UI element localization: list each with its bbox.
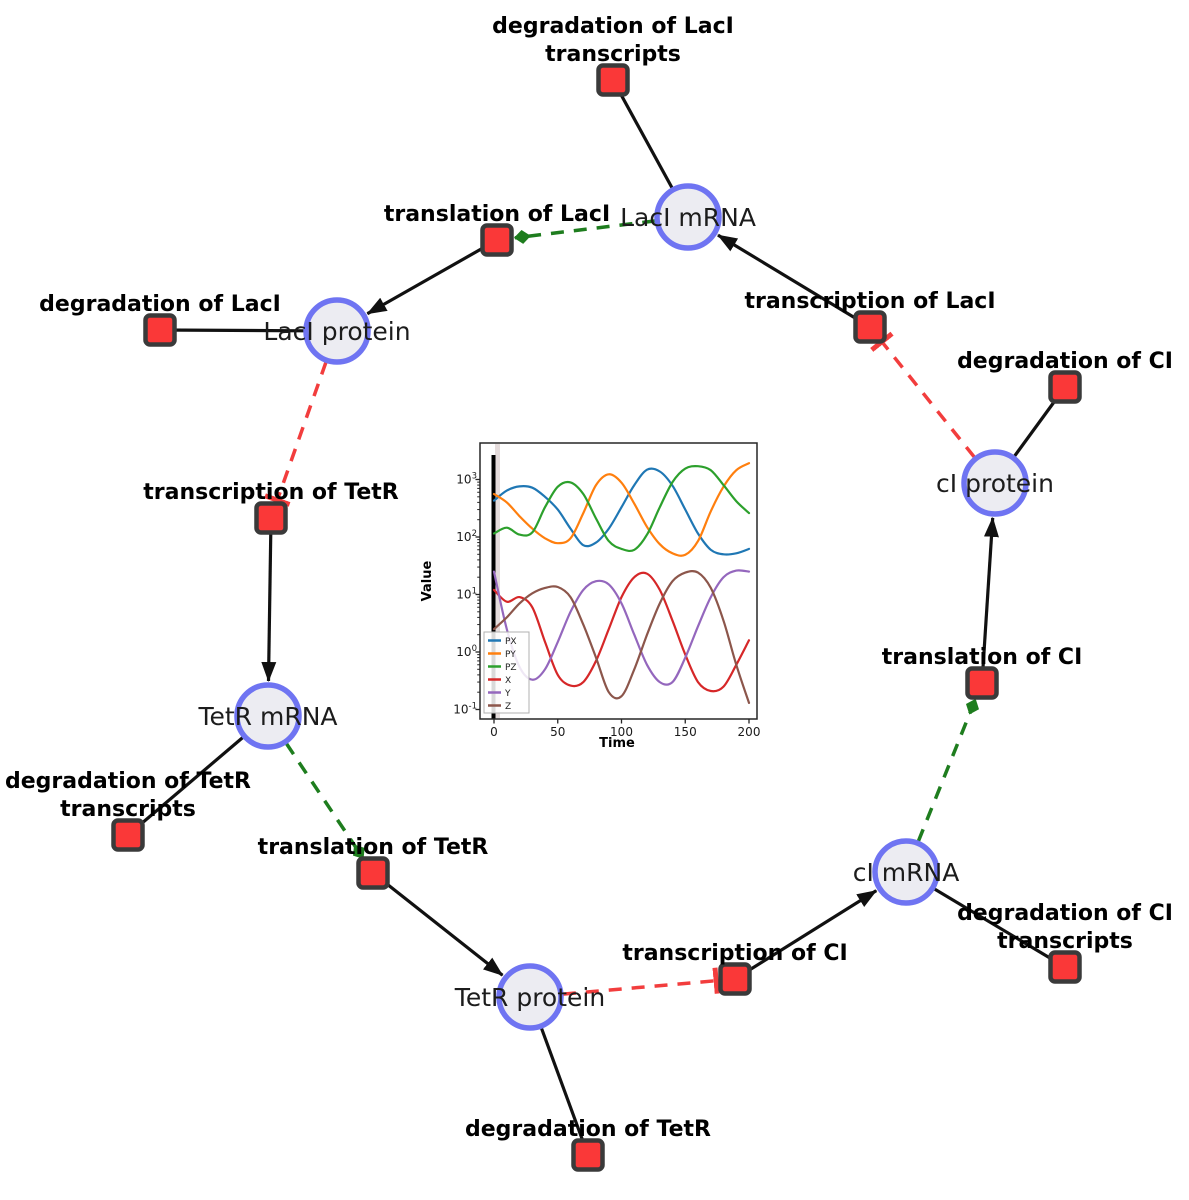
- edge-inhibition-laci_prot-to-tx_tetr: [264, 361, 328, 507]
- species-node-laci_prot: [303, 297, 371, 365]
- y-tick-exp-2: 1: [472, 587, 477, 597]
- edge-product-tl_tetr-to-tetr_prot: [372, 871, 504, 977]
- legend-label-PZ: PZ: [505, 663, 517, 673]
- nodes-layer: [111, 63, 1082, 1172]
- reaction-label-tl_laci-line0: translation of LacI: [384, 202, 610, 227]
- y-tick-label-4: 103: [456, 472, 477, 487]
- reaction-label-deg_ci_tx-line0: degradation of CI: [957, 901, 1173, 926]
- x-tick-label-3: 150: [674, 725, 697, 739]
- reaction-label-deg_ci-line0: degradation of CI: [957, 349, 1173, 374]
- species-label-ci_mrna: cI mRNA: [853, 858, 960, 887]
- y-tick-exp-0: -1: [469, 702, 477, 712]
- x-tick-label-0: 0: [490, 725, 498, 739]
- reaction-label-deg_laci-line0: degradation of LacI: [39, 292, 281, 317]
- plot-frame: [479, 442, 758, 720]
- reaction-node-deg_ci: [1048, 370, 1082, 404]
- species-label-tetr_mrna: TetR mRNA: [197, 702, 337, 731]
- species-node-tetr_prot: [496, 963, 564, 1031]
- y-tick-exp-1: 0: [472, 644, 477, 654]
- species-node-laci_mrna: [654, 183, 722, 251]
- edge-reactant-laci_mrna-to-deg_laci_tx: [611, 79, 674, 189]
- labels-layer: LacI mRNA LacI protein TetR mRNA TetR prote…: [5, 14, 1173, 1142]
- legend-box: [483, 631, 530, 714]
- series-line-PZ: [492, 465, 751, 553]
- y-tick-base-1: 10: [456, 645, 471, 659]
- y-tick-label-1: 100: [456, 644, 477, 659]
- species-label-laci_mrna: LacI mRNA: [620, 203, 756, 232]
- edge-modifier-ci_mrna-to-tl_ci: [916, 698, 979, 843]
- edge-product-tl_laci-to-laci_prot: [366, 238, 498, 316]
- reaction-node-tx_laci: [853, 310, 887, 344]
- reaction-label-deg_laci_tx-line0: degradation of LacI: [492, 14, 734, 39]
- edge-product-tl_ci-to-ci_prot: [980, 516, 999, 684]
- species-label-ci_prot: cI protein: [936, 469, 1054, 498]
- species-node-ci_mrna: [872, 838, 940, 906]
- reaction-node-tl_ci: [965, 666, 999, 700]
- x-tick-label-1: 50: [550, 725, 565, 739]
- species-node-tetr_mrna: [234, 682, 302, 750]
- legend-label-PY: PY: [505, 650, 516, 660]
- reaction-label-deg_laci_tx-line1: transcripts: [545, 42, 681, 67]
- y-tick-exp-3: 2: [472, 529, 477, 539]
- reaction-node-tx_ci: [718, 962, 752, 996]
- legend-label-Z: Z: [505, 702, 511, 712]
- x-tick-label-2: 100: [610, 725, 633, 739]
- reaction-node-deg_laci: [143, 313, 177, 347]
- edge-reactant-tetr_mrna-to-deg_tetr_tx: [126, 736, 244, 837]
- reaction-node-deg_ci_tx: [1048, 950, 1082, 984]
- edge-inhibition-ci_prot-to-tx_laci: [870, 331, 976, 459]
- x-axis-label: Time: [599, 736, 635, 751]
- edge-reactant-laci_prot-to-deg_laci: [159, 328, 305, 333]
- reaction-node-tl_tetr: [356, 856, 390, 890]
- y-tick-label-3: 102: [456, 529, 477, 544]
- series-line-PX: [492, 467, 751, 556]
- x-tick-label-4: 200: [738, 725, 761, 739]
- edge-modifier-laci_mrna-to-tl_laci: [513, 219, 656, 244]
- y-tick-base-3: 10: [456, 530, 471, 544]
- species-label-tetr_prot: TetR protein: [454, 983, 605, 1012]
- edge-reactant-tetr_prot-to-deg_tetr: [539, 1027, 590, 1156]
- initial-transient-band: [495, 444, 500, 718]
- y-tick-label-2: 101: [456, 587, 477, 602]
- legend-label-PX: PX: [505, 637, 517, 647]
- y-tick-base-4: 10: [456, 473, 471, 487]
- series-line-PY: [492, 462, 751, 557]
- reaction-label-tx_laci-line0: transcription of LacI: [744, 289, 995, 314]
- y-tick-label-0: 10-1: [453, 702, 477, 717]
- edge-reactant-ci_mrna-to-deg_ci_tx: [933, 887, 1066, 969]
- reaction-label-tx_tetr-line0: transcription of TetR: [143, 480, 399, 505]
- reaction-node-tx_tetr: [254, 501, 288, 535]
- series-line-Z: [492, 570, 751, 704]
- species-label-laci_prot: LacI protein: [263, 317, 410, 346]
- reaction-node-deg_laci_tx: [596, 63, 630, 97]
- reaction-node-deg_tetr_tx: [111, 818, 145, 852]
- reaction-label-deg_ci_tx-line1: transcripts: [997, 929, 1133, 954]
- edge-inhibition-tetr_prot-to-tx_ci: [562, 967, 720, 996]
- reaction-label-deg_tetr_tx-line0: degradation of TetR: [5, 769, 251, 794]
- legend-label-X: X: [505, 676, 511, 686]
- inset-plot: 0 50 100 150 20010-1100101102103TimeValuePXP…: [420, 442, 761, 751]
- species-node-ci_prot: [961, 449, 1029, 517]
- reaction-node-deg_tetr: [571, 1138, 605, 1172]
- y-tick-base-0: 10: [453, 703, 468, 717]
- reaction-label-tl_tetr-line0: translation of TetR: [258, 835, 489, 860]
- reaction-node-tl_laci: [480, 223, 514, 257]
- legend-label-Y: Y: [504, 689, 511, 699]
- reaction-label-deg_tetr-line0: degradation of TetR: [465, 1117, 711, 1142]
- edge-product-tx_laci-to-laci_mrna: [717, 233, 871, 329]
- y-axis-label: Value: [420, 560, 435, 601]
- y-tick-base-2: 10: [456, 588, 471, 602]
- reaction-label-tl_ci-line0: translation of CI: [882, 645, 1083, 670]
- edge-product-tx_tetr-to-tetr_mrna: [261, 517, 277, 682]
- edge-product-tx_ci-to-ci_mrna: [734, 889, 878, 981]
- series-line-X: [492, 571, 751, 693]
- reaction-label-deg_tetr_tx-line1: transcripts: [60, 797, 196, 822]
- y-tick-exp-4: 3: [472, 472, 477, 482]
- edges-layer: [126, 79, 1067, 1156]
- reaction-label-tx_ci-line0: transcription of CI: [622, 941, 847, 966]
- series-line-Y: [492, 569, 751, 686]
